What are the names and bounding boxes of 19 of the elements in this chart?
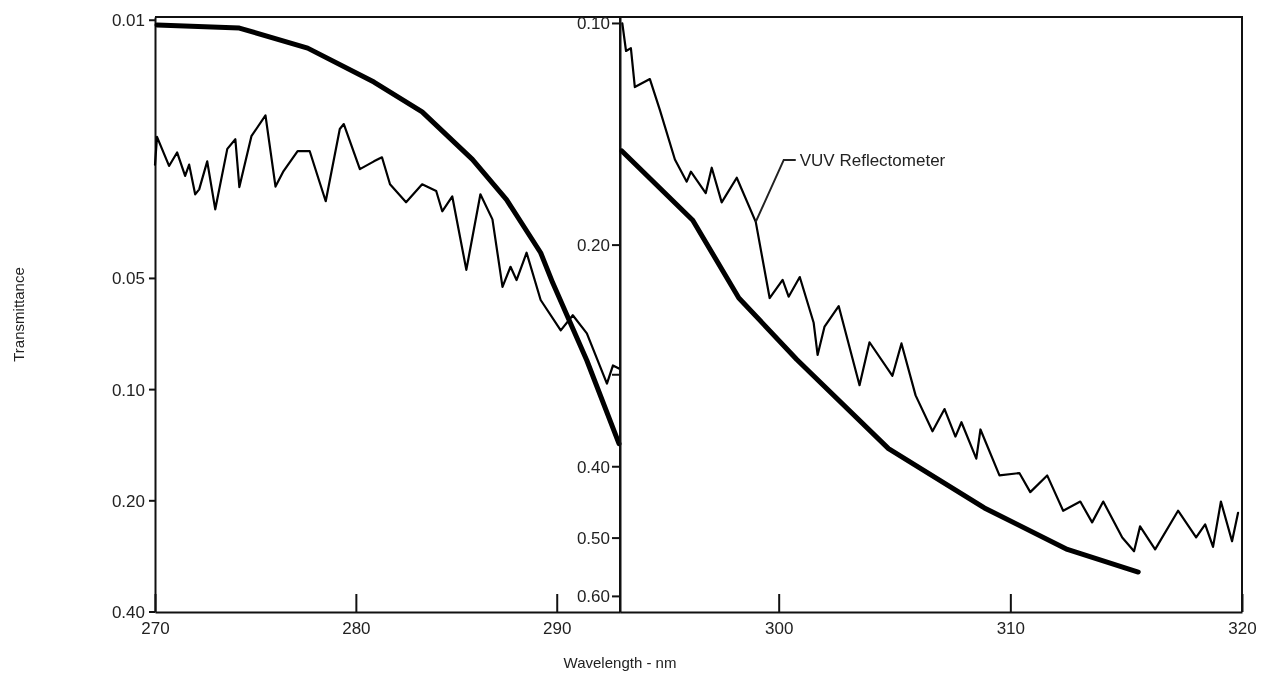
text: VUV Reflectometer	[799, 150, 946, 170]
x-tick-label: 280	[342, 619, 371, 639]
y-tick-label: 0.40	[111, 602, 145, 622]
x-tick-label: 290	[543, 619, 572, 639]
x-axis-title: Wavelength - nm	[563, 654, 677, 671]
y-tick-label: 0.40	[576, 457, 610, 477]
y-tick-label: 0.10	[111, 380, 145, 400]
x-tick-label: 270	[141, 619, 170, 639]
y-axis-title: Transmittance	[10, 267, 27, 362]
y-tick-label: 0.10	[576, 14, 610, 34]
x-tick-label: 320	[1228, 619, 1257, 639]
y-tick-label: 0.01	[111, 11, 145, 31]
y-tick-label: 0.20	[576, 236, 610, 256]
x-tick-label: 300	[765, 619, 794, 639]
y-tick-label: 0.60	[576, 587, 610, 607]
y-tick-label: 0.05	[111, 269, 145, 289]
x-tick-label: 310	[996, 619, 1026, 639]
y-tick-label: 0.50	[576, 529, 610, 549]
y-tick-label: 0.20	[111, 491, 145, 511]
